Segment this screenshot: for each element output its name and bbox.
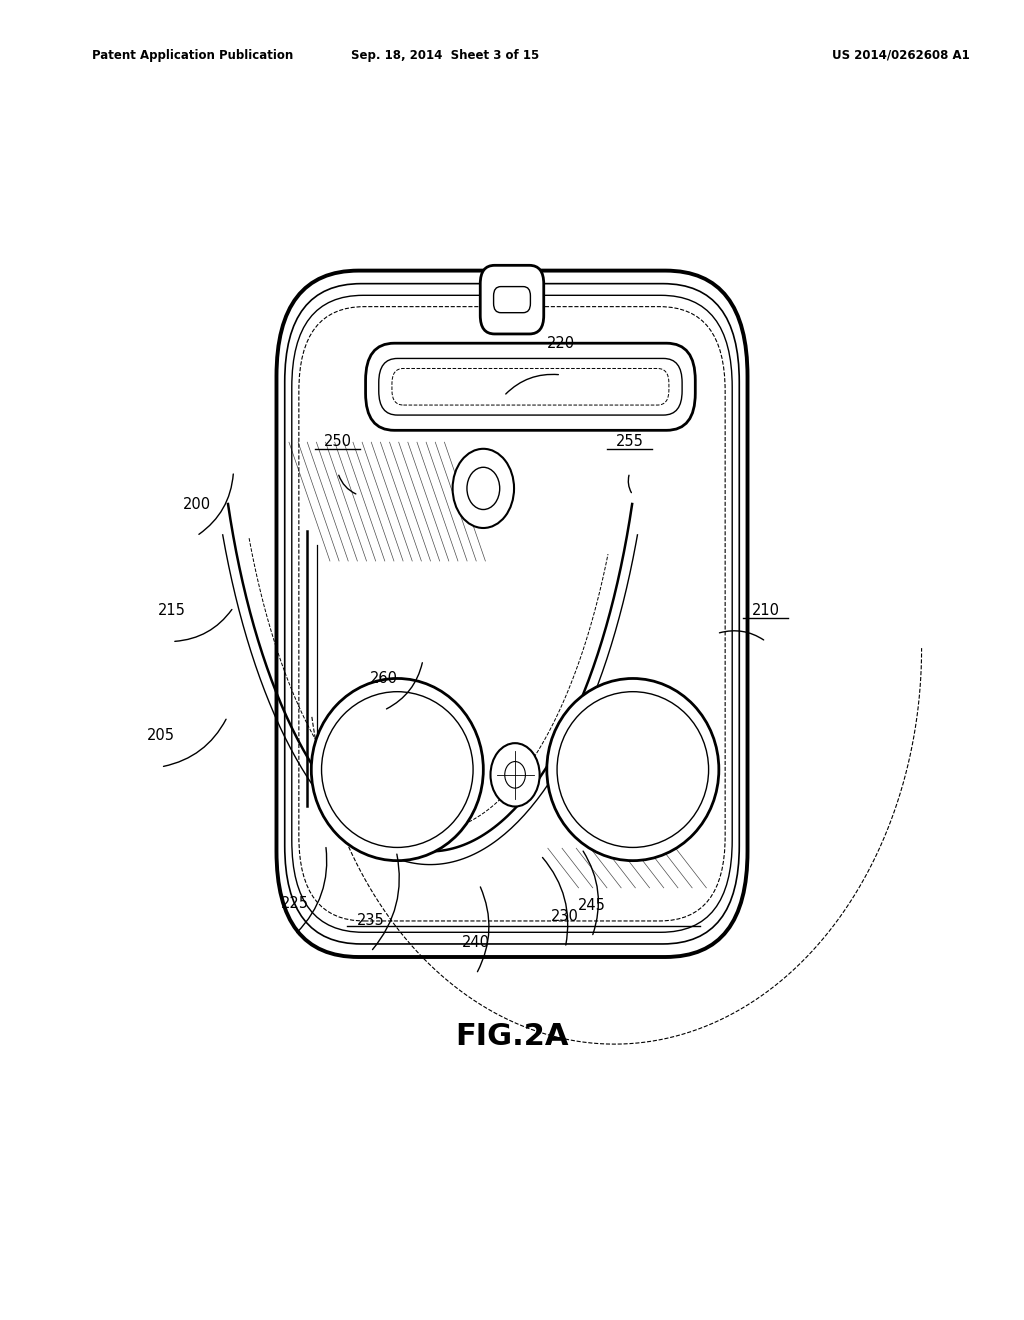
FancyBboxPatch shape — [379, 359, 682, 414]
FancyBboxPatch shape — [276, 271, 748, 957]
Text: 225: 225 — [281, 896, 309, 911]
Text: 255: 255 — [615, 434, 644, 449]
Text: 235: 235 — [356, 913, 385, 928]
Text: 245: 245 — [578, 899, 606, 913]
Text: 200: 200 — [182, 498, 211, 512]
Text: FIG.2A: FIG.2A — [456, 1022, 568, 1051]
Text: 205: 205 — [146, 729, 175, 743]
Ellipse shape — [557, 692, 709, 847]
FancyBboxPatch shape — [480, 265, 544, 334]
Text: 215: 215 — [158, 603, 186, 618]
Circle shape — [490, 743, 540, 807]
Text: 260: 260 — [370, 672, 398, 686]
Text: 210: 210 — [752, 603, 780, 618]
Text: US 2014/0262608 A1: US 2014/0262608 A1 — [833, 49, 970, 62]
Text: 240: 240 — [462, 936, 490, 950]
Ellipse shape — [547, 678, 719, 861]
Text: Patent Application Publication: Patent Application Publication — [92, 49, 294, 62]
Ellipse shape — [322, 692, 473, 847]
Text: 220: 220 — [547, 337, 575, 351]
Ellipse shape — [311, 678, 483, 861]
Text: Sep. 18, 2014  Sheet 3 of 15: Sep. 18, 2014 Sheet 3 of 15 — [351, 49, 540, 62]
Circle shape — [453, 449, 514, 528]
Text: 230: 230 — [551, 909, 580, 924]
FancyBboxPatch shape — [366, 343, 695, 430]
Circle shape — [467, 467, 500, 510]
Circle shape — [505, 762, 525, 788]
FancyBboxPatch shape — [494, 286, 530, 313]
Text: 250: 250 — [324, 434, 352, 449]
